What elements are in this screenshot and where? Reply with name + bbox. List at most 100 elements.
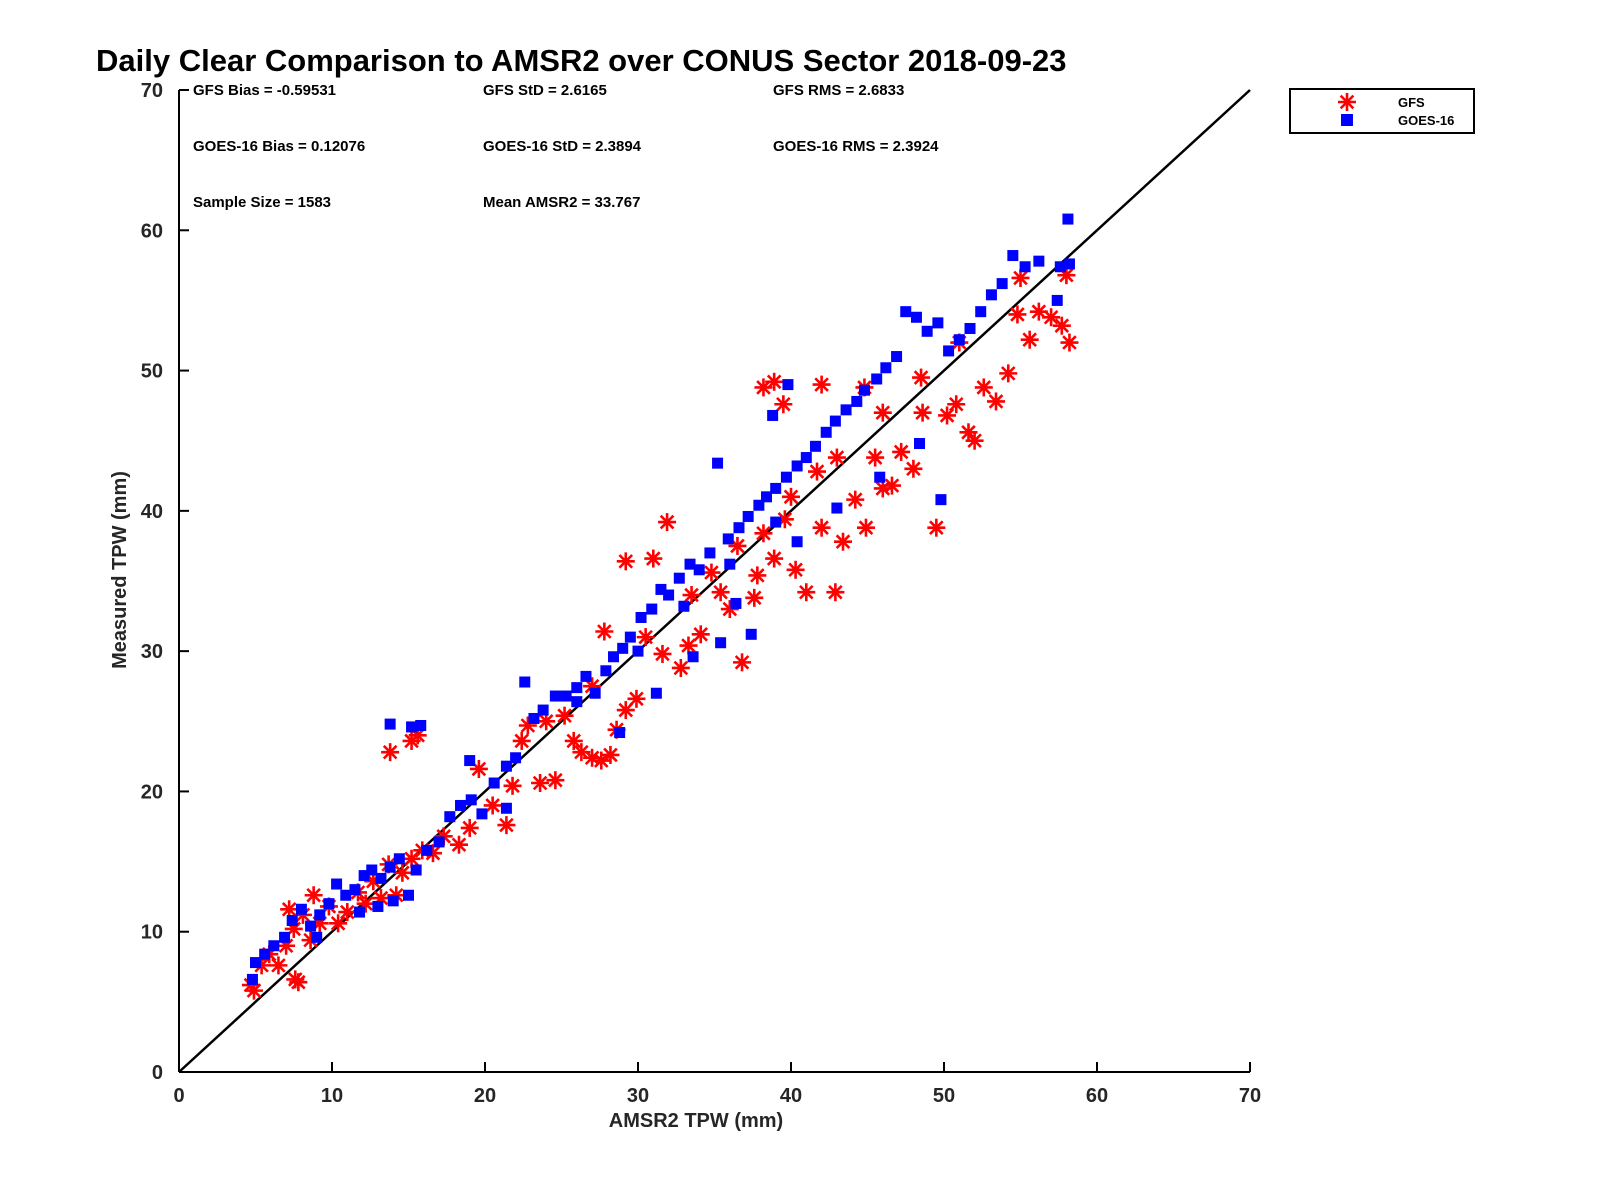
legend: GFS GOES-16 bbox=[1289, 88, 1475, 134]
goes-16-point bbox=[715, 637, 727, 649]
gfs-point bbox=[797, 583, 816, 602]
gfs-point bbox=[912, 368, 931, 387]
gfs-point bbox=[892, 442, 911, 461]
goes-16-point bbox=[268, 940, 280, 952]
y-tick-label: 60 bbox=[141, 220, 163, 242]
goes-16-point bbox=[500, 802, 512, 814]
goes-16-point bbox=[259, 948, 271, 960]
gfs-point bbox=[754, 378, 773, 397]
goes-std-text: GOES-16 StD = 2.3894 bbox=[483, 138, 642, 155]
gfs-point bbox=[959, 423, 978, 442]
goes-16-point bbox=[874, 471, 886, 483]
gfs-point bbox=[812, 518, 831, 537]
gfs-point bbox=[987, 392, 1006, 411]
goes-16-point bbox=[600, 665, 612, 677]
gfs-point bbox=[765, 549, 784, 568]
goes-16-point bbox=[650, 687, 662, 699]
gfs-point bbox=[682, 586, 701, 605]
gfs-point bbox=[720, 600, 739, 619]
gfs-point bbox=[289, 973, 308, 992]
goes-16-point bbox=[782, 379, 794, 391]
goes-16-point bbox=[571, 682, 583, 694]
goes-16-point bbox=[932, 317, 944, 329]
gfs-point bbox=[483, 796, 502, 815]
goes-16-point bbox=[1063, 258, 1075, 270]
x-tick-label: 0 bbox=[173, 1085, 184, 1107]
gfs-rms-text: GFS RMS = 2.6833 bbox=[773, 82, 904, 99]
gfs-point bbox=[546, 771, 565, 790]
goes-16-point bbox=[331, 878, 343, 890]
goes-16-point bbox=[724, 558, 736, 570]
gfs-point bbox=[449, 835, 468, 854]
gfs-point bbox=[269, 956, 288, 975]
gfs-point bbox=[1060, 333, 1079, 352]
goes-16-point bbox=[1051, 294, 1063, 306]
goes-16-point bbox=[433, 836, 445, 848]
gfs-point bbox=[826, 583, 845, 602]
goes-16-point bbox=[964, 322, 976, 334]
goes-16-point bbox=[366, 864, 378, 876]
gfs-point bbox=[846, 490, 865, 509]
goes-16-point bbox=[421, 844, 433, 856]
goes-16-point bbox=[519, 676, 531, 688]
x-tick-label: 20 bbox=[474, 1085, 496, 1107]
y-tick-label: 20 bbox=[141, 781, 163, 803]
goes-16-point bbox=[910, 311, 922, 323]
gfs-point bbox=[1020, 330, 1039, 349]
goes-16-point bbox=[687, 651, 699, 663]
gfs-point bbox=[782, 487, 800, 506]
goes-16-point bbox=[510, 752, 522, 764]
goes-16-point bbox=[900, 306, 912, 318]
gfs-point bbox=[965, 431, 984, 450]
gfs-point bbox=[827, 448, 846, 467]
gfs-point bbox=[555, 706, 574, 725]
goes-16-point bbox=[314, 909, 326, 921]
goes-16-point bbox=[791, 460, 803, 472]
goes-16-point bbox=[305, 920, 317, 932]
goes-16-point bbox=[354, 906, 366, 918]
goes-bias-text: GOES-16 Bias = 0.12076 bbox=[193, 138, 365, 155]
goes-16-point bbox=[1054, 261, 1066, 273]
goes-16-point bbox=[996, 278, 1008, 290]
chart-title: Daily Clear Comparison to AMSR2 over CON… bbox=[96, 43, 1067, 78]
y-tick-label: 0 bbox=[152, 1062, 163, 1084]
gfs-point bbox=[808, 462, 827, 481]
goes-16-point bbox=[537, 704, 549, 716]
x-axis-label: AMSR2 TPW (mm) bbox=[609, 1110, 783, 1132]
goes-16-point bbox=[393, 853, 405, 865]
goes-16-point bbox=[780, 471, 792, 483]
goes-16-point bbox=[340, 889, 352, 901]
goes-16-point bbox=[406, 721, 418, 733]
gfs-point bbox=[927, 518, 946, 537]
gfs-point bbox=[904, 459, 923, 478]
goes-16-point bbox=[742, 510, 754, 522]
goes-16-point bbox=[684, 558, 696, 570]
gfs-point bbox=[244, 981, 263, 1000]
gfs-point bbox=[974, 378, 993, 397]
x-tick-label: 30 bbox=[627, 1085, 649, 1107]
goes-16-point bbox=[295, 903, 307, 915]
goes-16-point bbox=[858, 384, 870, 396]
goes-16-point bbox=[831, 502, 843, 514]
gfs-point bbox=[774, 395, 793, 414]
goes-16-point bbox=[770, 482, 782, 494]
goes-16-point bbox=[722, 533, 734, 545]
goes-16-point bbox=[589, 687, 601, 699]
x-tick-label: 60 bbox=[1086, 1085, 1108, 1107]
goes-16-point bbox=[663, 589, 675, 601]
gfs-point bbox=[381, 743, 400, 762]
goes-16-point bbox=[488, 777, 500, 789]
goes-16-point bbox=[476, 808, 488, 820]
y-axis-label: Measured TPW (mm) bbox=[109, 471, 131, 669]
gfs-point bbox=[531, 774, 550, 793]
x-tick-label: 70 bbox=[1239, 1085, 1261, 1107]
gfs-point bbox=[882, 476, 901, 495]
gfs-point bbox=[765, 372, 784, 391]
y-tick-label: 40 bbox=[141, 501, 163, 523]
gfs-point bbox=[938, 406, 957, 425]
goes-16-point bbox=[770, 516, 782, 528]
goes-16-point bbox=[403, 889, 414, 901]
goes-16-point bbox=[465, 794, 477, 806]
goes-16-point bbox=[953, 334, 965, 346]
goes-16-point bbox=[384, 861, 396, 873]
